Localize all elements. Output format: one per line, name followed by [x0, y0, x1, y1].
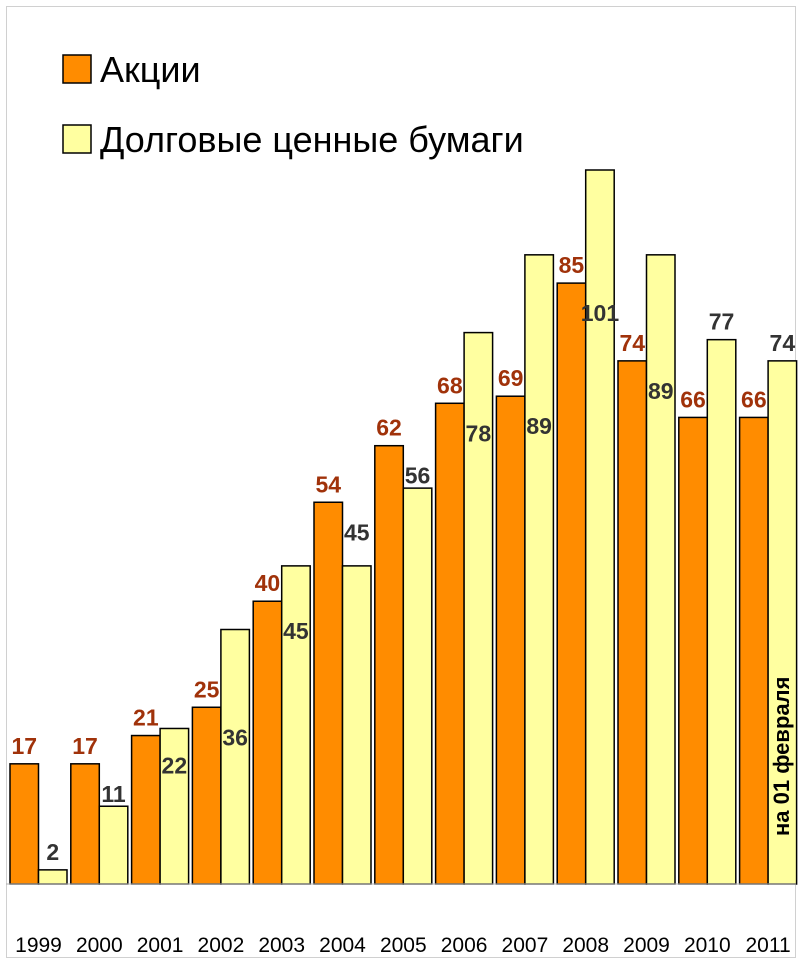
- bars: [9, 169, 798, 885]
- x-tick-2009: 2009: [623, 934, 670, 957]
- value-label-debt-2008: 101: [581, 300, 620, 326]
- value-label-debt-2000: 11: [101, 781, 126, 807]
- bar-shares-2007: [495, 395, 526, 885]
- x-tick-2004: 2004: [319, 934, 366, 957]
- bar-debt-2008: [584, 169, 615, 885]
- bar-shares-2009: [617, 360, 648, 885]
- bar-shares-2003: [252, 600, 283, 885]
- x-tick-2008: 2008: [562, 934, 609, 957]
- bar-debt-2006: [463, 331, 494, 885]
- value-label-shares-1999: 17: [11, 733, 37, 759]
- value-label-debt-1999: 2: [46, 839, 59, 865]
- bar-debt-2010: [706, 338, 737, 885]
- bar-debt-2009: [645, 254, 676, 885]
- x-tick-labels: 1999 2000 2001 2002 2003 2004 2005 2006 2007 2008…: [15, 934, 791, 957]
- bar-shares-2004: [313, 501, 344, 885]
- bar-debt-2004: [341, 565, 372, 885]
- x-tick-2003: 2003: [258, 934, 305, 957]
- value-label-debt-2007: 89: [526, 413, 552, 439]
- legend-label-shares: Акции: [100, 49, 201, 90]
- bar-debt-2007: [524, 254, 555, 885]
- value-label-debt-2004: 45: [344, 519, 370, 545]
- value-label-debt-2003: 45: [283, 618, 309, 644]
- bar-shares-2011: [738, 416, 769, 885]
- bar-debt-2000: [98, 805, 129, 885]
- bar-shares-2006: [434, 402, 465, 885]
- x-tick-2005: 2005: [380, 934, 427, 957]
- legend-swatch-shares: [62, 54, 92, 84]
- value-label-debt-2010: 77: [709, 309, 735, 335]
- value-label-shares-2005: 62: [376, 415, 402, 441]
- bar-debt-1999: [37, 869, 68, 885]
- bar-shares-2010: [678, 416, 709, 885]
- value-label-debt-2001: 22: [162, 753, 188, 779]
- x-tick-2006: 2006: [441, 934, 488, 957]
- value-label-shares-2007: 69: [498, 365, 524, 391]
- value-label-debt-2002: 36: [222, 724, 248, 750]
- bar-shares-2001: [130, 734, 161, 885]
- value-label-shares-2004: 54: [315, 471, 341, 497]
- x-tick-2002: 2002: [198, 934, 245, 957]
- value-label-debt-2011: 74: [770, 330, 796, 356]
- x-tick-2007: 2007: [502, 934, 549, 957]
- value-label-shares-2003: 40: [255, 570, 281, 596]
- legend-swatch-debt: [62, 124, 92, 154]
- x-tick-1999: 1999: [15, 934, 62, 957]
- x-tick-2011: 2011: [746, 934, 791, 957]
- x-tick-2001: 2001: [137, 934, 184, 957]
- value-label-debt-2005: 56: [405, 463, 431, 489]
- value-labels: 1721711212225364045544562566878698985101…: [11, 252, 795, 865]
- bar-debt-2005: [402, 487, 433, 885]
- value-label-shares-2008: 85: [559, 252, 585, 278]
- bar-shares-2000: [70, 763, 101, 885]
- bar-shares-2002: [191, 706, 222, 885]
- bar-shares-2005: [374, 444, 405, 885]
- bar-shares-1999: [9, 763, 40, 885]
- legend-label-debt: Долговые ценные бумаги: [100, 119, 524, 160]
- annotation-label: на 01 февраля: [769, 677, 794, 836]
- legend: Акции Долговые ценные бумаги: [62, 49, 524, 160]
- value-label-shares-2002: 25: [194, 676, 220, 702]
- bar-debt-2003: [280, 565, 311, 885]
- bar-debt-2002: [220, 628, 251, 885]
- x-tick-2010: 2010: [684, 934, 731, 957]
- x-tick-2000: 2000: [76, 934, 123, 957]
- value-label-shares-2001: 21: [133, 705, 159, 731]
- value-label-shares-2000: 17: [72, 733, 98, 759]
- value-label-shares-2010: 66: [680, 386, 706, 412]
- value-label-shares-2011: 66: [741, 386, 767, 412]
- value-label-debt-2006: 78: [466, 420, 492, 446]
- value-label-debt-2009: 89: [648, 378, 674, 404]
- value-label-shares-2006: 68: [437, 372, 463, 398]
- bar-shares-2008: [556, 282, 587, 885]
- value-label-shares-2009: 74: [619, 330, 645, 356]
